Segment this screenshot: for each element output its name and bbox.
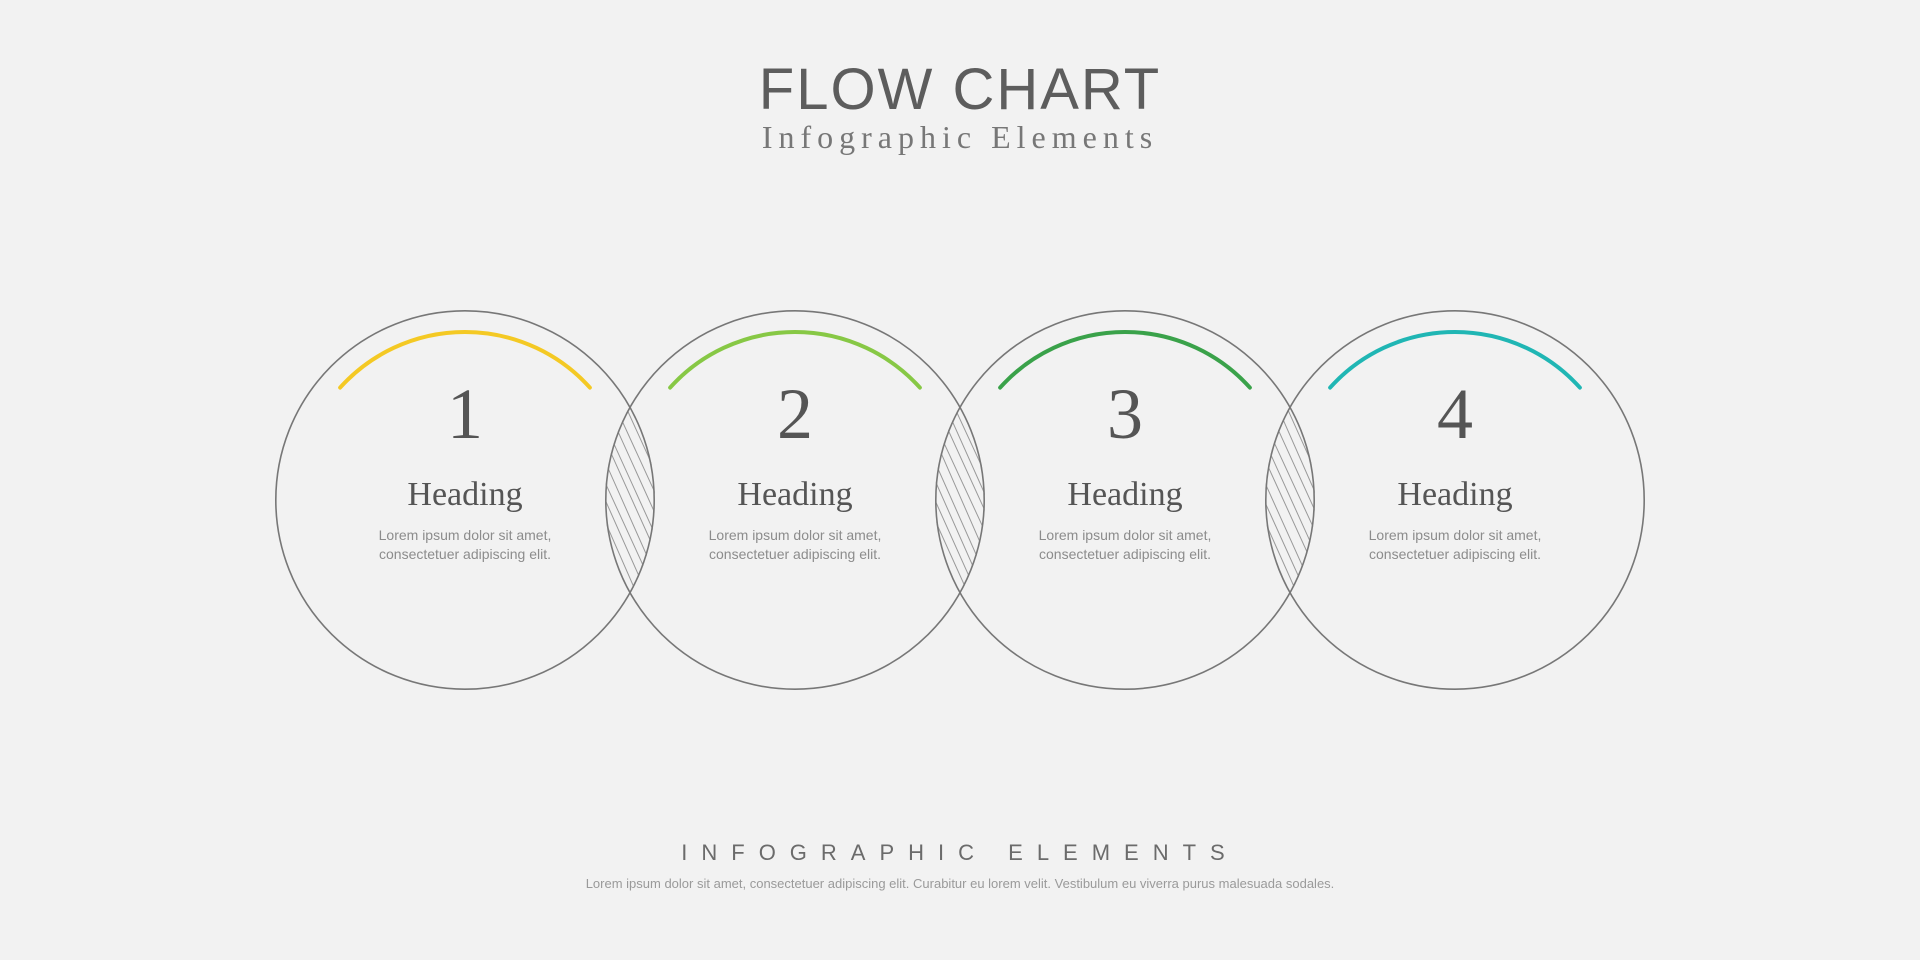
step-number: 3	[935, 378, 1315, 450]
step-heading: Heading	[605, 476, 985, 514]
step-number: 4	[1265, 378, 1645, 450]
footer-block: INFOGRAPHIC ELEMENTS Lorem ipsum dolor s…	[360, 840, 1560, 891]
step-circle-1: 1 Heading Lorem ipsum dolor sit amet, cons…	[275, 310, 655, 690]
step-heading: Heading	[935, 476, 1315, 514]
step-circle-4: 4 Heading Lorem ipsum dolor sit amet, cons…	[1265, 310, 1645, 690]
footer-title: INFOGRAPHIC ELEMENTS	[360, 840, 1560, 866]
step-number: 1	[275, 378, 655, 450]
infographic-canvas: FLOW CHART Infographic Elements 1 Heading…	[0, 0, 1920, 960]
step-heading: Heading	[1265, 476, 1645, 514]
step-body: Lorem ipsum dolor sit amet, consectetuer…	[935, 526, 1315, 564]
title-block: FLOW CHART Infographic Elements	[759, 56, 1161, 156]
footer-body: Lorem ipsum dolor sit amet, consectetuer…	[360, 876, 1560, 891]
step-circle-3: 3 Heading Lorem ipsum dolor sit amet, cons…	[935, 310, 1315, 690]
step-body: Lorem ipsum dolor sit amet, consectetuer…	[1265, 526, 1645, 564]
step-body: Lorem ipsum dolor sit amet, consectetuer…	[275, 526, 655, 564]
main-title: FLOW CHART	[759, 56, 1161, 123]
step-heading: Heading	[275, 476, 655, 514]
circles-stage: 1 Heading Lorem ipsum dolor sit amet, cons…	[275, 310, 1645, 690]
step-body: Lorem ipsum dolor sit amet, consectetuer…	[605, 526, 985, 564]
step-circle-2: 2 Heading Lorem ipsum dolor sit amet, cons…	[605, 310, 985, 690]
subtitle: Infographic Elements	[759, 119, 1161, 156]
step-number: 2	[605, 378, 985, 450]
